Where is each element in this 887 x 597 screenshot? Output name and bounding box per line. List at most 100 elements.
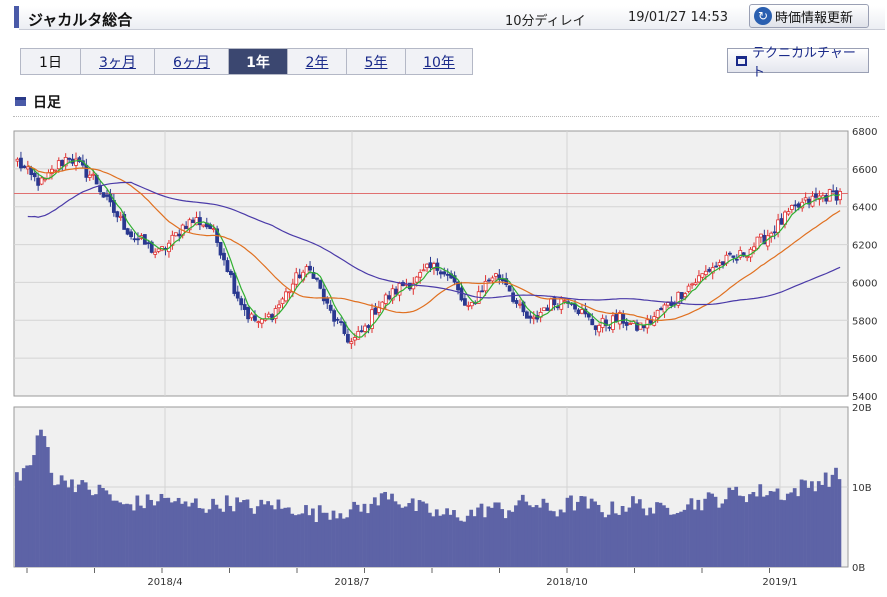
candle-body xyxy=(624,322,629,326)
candle-body xyxy=(101,192,106,198)
volume-bar xyxy=(228,505,233,567)
candle-body xyxy=(218,241,223,256)
volume-bar xyxy=(159,493,164,567)
volume-bar xyxy=(21,468,26,567)
candle-body xyxy=(53,169,58,172)
candle-body xyxy=(604,319,608,326)
volume-bar xyxy=(768,491,773,567)
volume-bar xyxy=(744,502,749,567)
volume-bar xyxy=(431,516,436,567)
candle-body xyxy=(380,301,385,309)
tab-1y[interactable]: 1年 xyxy=(229,49,288,74)
volume-bar xyxy=(400,507,405,567)
price-tick-label: 6400 xyxy=(852,203,877,214)
candle-body xyxy=(198,217,202,226)
tab-2y[interactable]: 2年 xyxy=(288,49,347,74)
volume-bar xyxy=(834,467,838,567)
candle-body xyxy=(607,326,612,329)
tab-5y[interactable]: 5年 xyxy=(347,49,406,74)
volume-bar xyxy=(335,518,339,567)
volume-bar xyxy=(249,508,253,567)
technical-chart-button[interactable]: テクニカルチャート xyxy=(727,46,869,80)
volume-bar xyxy=(713,496,718,567)
section-label: 日足 xyxy=(33,95,61,111)
candle-body xyxy=(734,258,739,261)
volume-bar xyxy=(218,508,222,567)
candle-body xyxy=(638,322,643,330)
volume-bar xyxy=(66,487,71,567)
candle-body xyxy=(339,321,343,323)
volume-bar xyxy=(734,486,739,567)
tab-10y[interactable]: 10年 xyxy=(406,49,472,74)
volume-bar xyxy=(548,510,553,567)
tab-6m[interactable]: 6ヶ月 xyxy=(155,49,229,74)
volume-bar xyxy=(383,491,387,567)
x-tick-label: 2018/7 xyxy=(334,577,369,588)
volume-bar xyxy=(162,498,167,567)
x-tick-label: 2018/10 xyxy=(546,577,588,588)
candle-body xyxy=(518,303,522,306)
volume-bar xyxy=(211,498,215,567)
volume-bar xyxy=(761,496,766,567)
volume-bar xyxy=(510,511,515,567)
candle-body xyxy=(597,324,602,333)
candle-body xyxy=(824,195,829,202)
candle-body xyxy=(483,280,488,292)
tab-3m[interactable]: 3ヶ月 xyxy=(81,49,155,74)
volume-bar xyxy=(565,497,570,567)
candle-body xyxy=(614,313,619,323)
volume-bar xyxy=(421,501,425,567)
volume-bar xyxy=(94,494,98,567)
volume-bar xyxy=(297,514,301,567)
candle-body xyxy=(294,272,299,285)
volume-bar xyxy=(414,510,418,567)
candle-body xyxy=(332,310,337,322)
candle-body xyxy=(814,193,818,198)
volume-bar xyxy=(63,480,67,567)
candle-body xyxy=(115,211,120,218)
volume-bar xyxy=(25,465,30,567)
candle-body xyxy=(469,302,474,307)
candle-body xyxy=(315,277,319,280)
volume-bar xyxy=(816,481,821,567)
volume-bar xyxy=(837,479,842,567)
section-divider xyxy=(13,116,879,117)
candle-body xyxy=(19,157,23,169)
volume-bar xyxy=(362,503,367,567)
volume-bar xyxy=(531,507,535,567)
candle-body xyxy=(359,330,364,333)
volume-bar xyxy=(76,484,81,567)
volume-bar xyxy=(679,511,683,567)
candle-body xyxy=(36,177,41,186)
candle-body xyxy=(683,293,688,298)
volume-bar xyxy=(393,501,398,567)
candle-body xyxy=(225,260,230,272)
volume-bar xyxy=(56,484,61,567)
volume-bar xyxy=(551,511,556,567)
candle-body xyxy=(480,290,485,293)
volume-bar xyxy=(390,493,394,567)
candle-body xyxy=(714,265,719,268)
volume-bar xyxy=(575,501,580,567)
volume-bar xyxy=(369,503,374,567)
volume-bar xyxy=(70,479,74,567)
volume-bar xyxy=(455,517,460,567)
candle-body xyxy=(256,321,261,324)
candle-body xyxy=(593,325,598,330)
volume-bar xyxy=(723,499,728,567)
volume-bar xyxy=(42,436,47,567)
candle-body xyxy=(201,224,206,227)
candle-body xyxy=(280,298,285,305)
volume-bar xyxy=(789,492,794,567)
candle-body xyxy=(242,304,247,310)
refresh-button[interactable]: ↻ 時価情報更新 xyxy=(749,4,869,28)
x-tick-label: 2018/4 xyxy=(147,577,182,588)
header: ジャカルタ総合 10分ディレイ 19/01/27 14:53 ↻ 時価情報更新 xyxy=(0,0,887,38)
volume-tick-label: 20B xyxy=(852,403,872,414)
candle-body xyxy=(721,261,725,266)
volume-bar xyxy=(152,505,157,567)
volume-bar xyxy=(823,472,828,567)
tab-1d[interactable]: 1日 xyxy=(21,49,81,74)
candle-body xyxy=(542,307,546,311)
delay-note: 10分ディレイ xyxy=(505,14,586,29)
